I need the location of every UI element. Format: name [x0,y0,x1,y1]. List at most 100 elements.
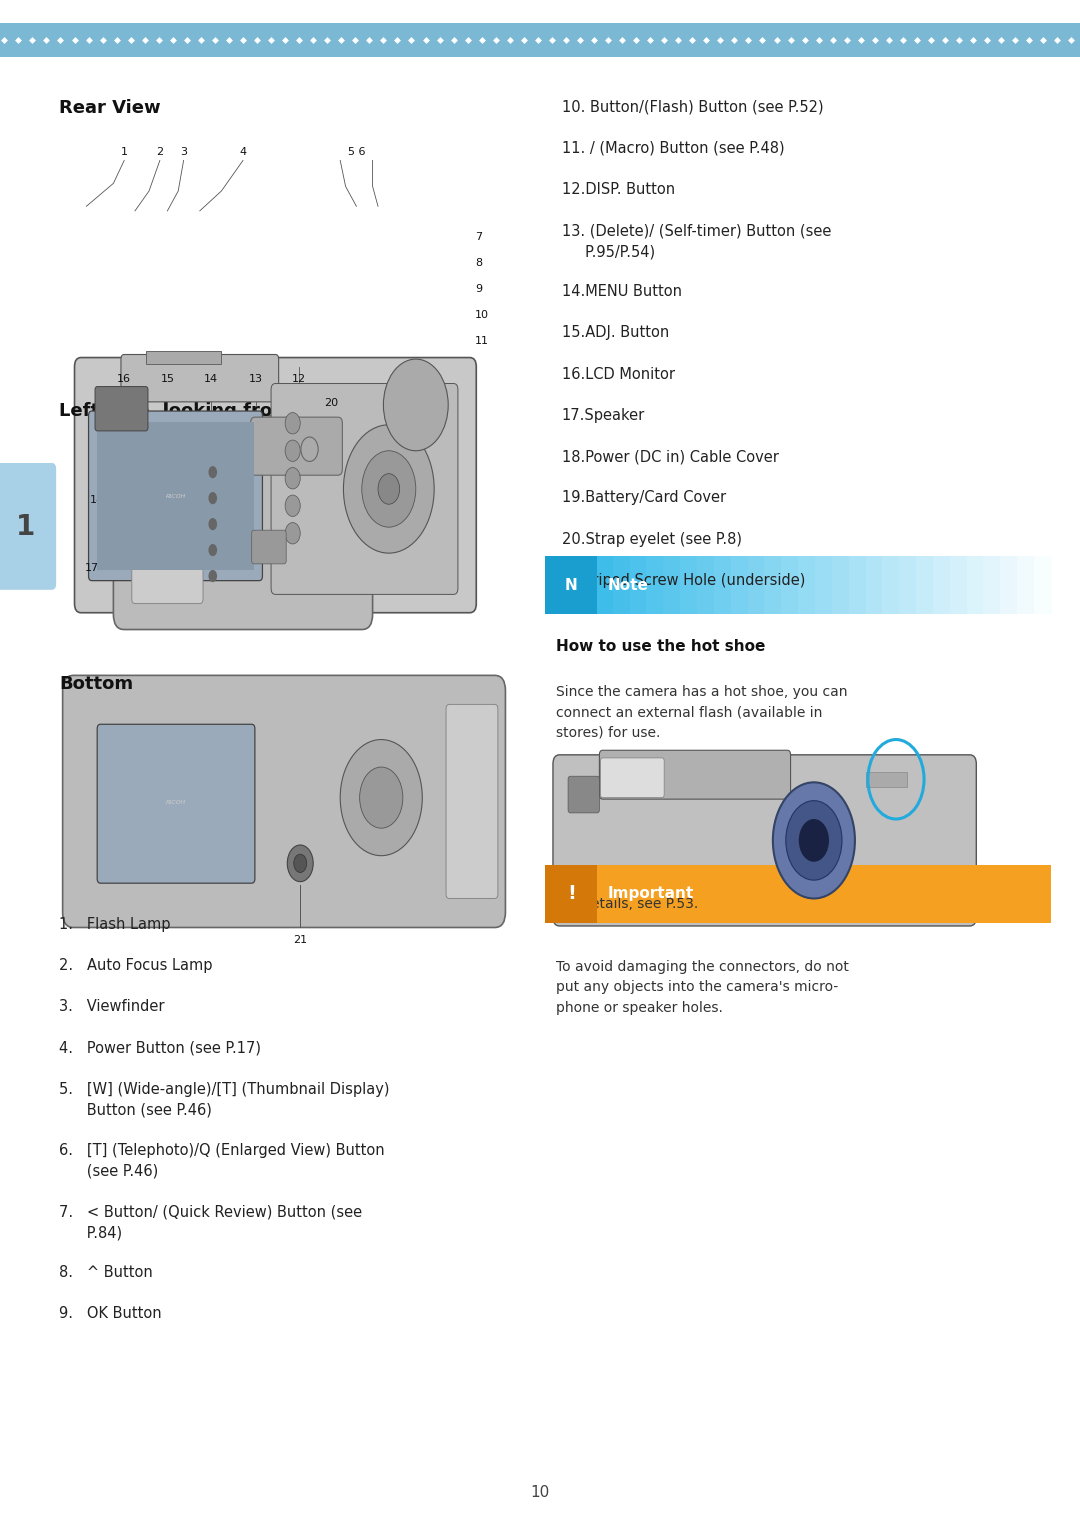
Text: Left Side, looking from the front: Left Side, looking from the front [59,402,388,420]
Circle shape [343,425,434,553]
Bar [1034,556,1052,614]
Text: 11: 11 [475,336,489,345]
Circle shape [285,440,300,461]
FancyBboxPatch shape [95,387,148,431]
Bar [612,556,631,614]
Text: 4.   Power Button (see P.17): 4. Power Button (see P.17) [59,1041,261,1056]
FancyBboxPatch shape [132,457,203,604]
Bar [832,556,850,614]
Text: 2: 2 [157,147,163,157]
Bar [663,556,681,614]
Text: 10: 10 [530,1485,550,1500]
Text: 18: 18 [90,495,105,504]
Bar [731,556,748,614]
FancyBboxPatch shape [251,417,342,475]
Bar [630,556,647,614]
Bar [680,556,698,614]
Bar [865,556,883,614]
Circle shape [301,437,319,461]
Text: 1.   Flash Lamp: 1. Flash Lamp [59,917,171,932]
Circle shape [285,523,300,544]
Text: 9.   OK Button: 9. OK Button [59,1306,162,1322]
FancyBboxPatch shape [600,758,664,798]
Text: 4: 4 [240,147,246,157]
Bar [545,556,563,614]
Bar [647,556,664,614]
Text: 20.Strap eyelet (see P.8): 20.Strap eyelet (see P.8) [562,532,742,547]
FancyBboxPatch shape [599,750,791,799]
Text: 16.LCD Monitor: 16.LCD Monitor [562,367,675,382]
Text: 11. / (Macro) Button (see P.48): 11. / (Macro) Button (see P.48) [562,141,784,156]
Text: 17.Speaker: 17.Speaker [562,408,645,423]
Text: 17: 17 [84,564,99,573]
Text: 9: 9 [475,284,483,293]
Text: 2.   Auto Focus Lamp: 2. Auto Focus Lamp [59,958,213,973]
FancyBboxPatch shape [0,463,56,590]
FancyBboxPatch shape [75,358,476,613]
Circle shape [208,466,217,478]
Circle shape [340,740,422,856]
Text: RICOH: RICOH [166,799,186,805]
Text: 1: 1 [121,147,127,157]
Circle shape [285,468,300,489]
Bar [933,556,950,614]
Circle shape [285,413,300,434]
Text: How to use the hot shoe: How to use the hot shoe [556,639,766,654]
Text: 18.Power (DC in) Cable Cover: 18.Power (DC in) Cable Cover [562,449,779,465]
FancyBboxPatch shape [113,416,373,630]
Circle shape [378,474,400,504]
Text: 5.   [W] (Wide-angle)/[T] (Thumbnail Display)
      Button (see P.46): 5. [W] (Wide-angle)/[T] (Thumbnail Displ… [59,1082,390,1118]
Bar [697,556,715,614]
Bar [781,556,799,614]
Text: 10: 10 [475,310,489,319]
Text: 13. (Delete)/ (Self-timer) Button (see
     P.95/P.54): 13. (Delete)/ (Self-timer) Button (see P… [562,223,831,260]
Bar [798,556,815,614]
FancyBboxPatch shape [63,675,505,927]
Bar [146,351,221,364]
Bar [916,556,934,614]
Circle shape [383,359,448,451]
Text: RICOH: RICOH [166,494,186,500]
Bar [545,865,597,923]
Circle shape [285,495,300,516]
Text: To avoid damaging the connectors, do not
put any objects into the camera's micro: To avoid damaging the connectors, do not… [556,960,849,1015]
Circle shape [208,570,217,582]
Text: !: ! [567,885,576,903]
Bar [1017,556,1035,614]
FancyBboxPatch shape [568,776,599,813]
Text: 16: 16 [118,374,131,385]
Text: 21: 21 [293,935,308,946]
Text: Since the camera has a hot shoe, you can
connect an external flash (available in: Since the camera has a hot shoe, you can… [556,685,848,740]
Text: 12.DISP. Button: 12.DISP. Button [562,182,675,197]
Circle shape [208,518,217,530]
Text: 7.   < Button/ (Quick Review) Button (see
      P.84): 7. < Button/ (Quick Review) Button (see … [59,1204,363,1241]
Text: 10. Button/(Flash) Button (see P.52): 10. Button/(Flash) Button (see P.52) [562,99,823,115]
FancyBboxPatch shape [97,724,255,883]
Bar [563,556,580,614]
Bar [579,556,597,614]
Text: 12: 12 [292,374,307,385]
FancyBboxPatch shape [446,704,498,898]
Bar [900,556,917,614]
Bar [545,556,597,614]
Bar [949,556,968,614]
Text: 1: 1 [16,513,36,541]
Bar [967,556,984,614]
Circle shape [208,492,217,504]
Circle shape [773,782,855,898]
Text: 14.MENU Button: 14.MENU Button [562,284,681,299]
Text: 7: 7 [475,232,483,241]
Circle shape [287,845,313,882]
Circle shape [208,544,217,556]
Text: Note: Note [608,578,649,593]
Text: Rear View: Rear View [59,99,161,118]
Circle shape [362,451,416,527]
Bar [815,556,833,614]
Text: 6.   [T] (Telephoto)/Q (Enlarged View) Button
      (see P.46): 6. [T] (Telephoto)/Q (Enlarged View) But… [59,1143,386,1180]
Text: For details, see P.53.: For details, see P.53. [556,897,699,911]
Text: 15.ADJ. Button: 15.ADJ. Button [562,325,669,341]
Text: 14: 14 [203,374,218,385]
Bar [0,23,1080,57]
Bar [545,865,1051,923]
Bar [714,556,731,614]
